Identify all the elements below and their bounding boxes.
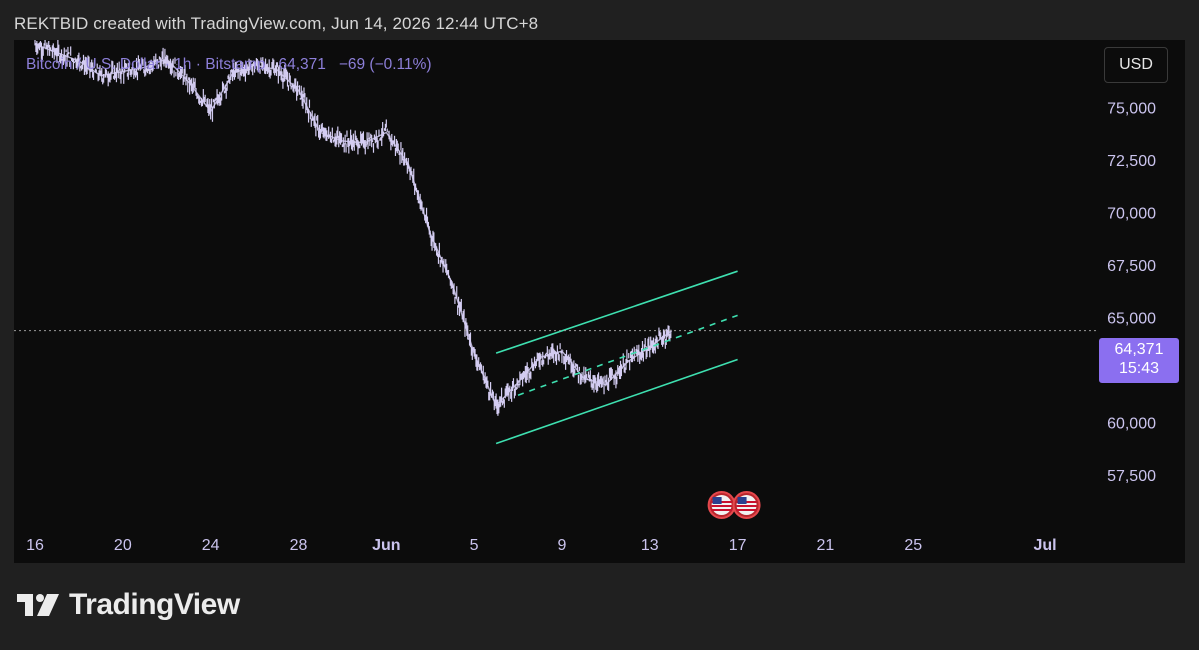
tradingview-logo-icon [17, 594, 59, 616]
price-path [34, 43, 673, 407]
x-tick-label: 20 [114, 537, 132, 554]
interval-label[interactable]: 1h [174, 56, 192, 73]
x-tick-label: 21 [817, 537, 835, 554]
candle-series [34, 40, 673, 416]
price-change-value: −69 (−0.11%) [338, 56, 432, 73]
x-tick-label: Jun [372, 537, 400, 554]
bar-countdown: 15:43 [1118, 360, 1160, 377]
flag-canton [712, 497, 722, 504]
x-tick-label: 28 [290, 537, 308, 554]
x-tick-label: Jul [1033, 537, 1056, 554]
legend-separator: · [164, 56, 170, 73]
x-tick-label: 5 [470, 537, 479, 554]
us-flag-icon[interactable] [732, 491, 761, 519]
flag-stripe [711, 505, 732, 507]
y-tick-label: 75,000 [1107, 100, 1156, 117]
chart-canvas[interactable]: 57,50060,00062,50065,00067,50070,00072,5… [14, 40, 1185, 563]
x-tick-label: 17 [729, 537, 747, 554]
symbol-name[interactable]: Bitcoin / U.S. Dollar [26, 56, 161, 73]
price-axis[interactable]: 57,50060,00062,50065,00067,50070,00072,5… [1107, 100, 1156, 485]
y-tick-label: 72,500 [1107, 153, 1156, 170]
x-tick-label: 9 [558, 537, 567, 554]
us-flag-icon[interactable] [707, 491, 736, 519]
x-tick-label: 24 [202, 537, 220, 554]
header-attribution: REKTBID created with TradingView.com, Ju… [14, 14, 539, 33]
x-tick-label: 16 [26, 537, 44, 554]
legend-separator: · [195, 56, 201, 73]
time-axis[interactable]: 16 20 24 28 Jun 5 9 13 17 21 25 Jul [26, 537, 1056, 554]
last-price-tag-value: 64,371 [1114, 341, 1164, 358]
y-tick-label: 70,000 [1107, 205, 1156, 222]
channel-line-lower [495, 358, 738, 445]
tradingview-wordmark: TradingView [69, 588, 240, 621]
x-tick-label: 25 [904, 537, 922, 554]
y-tick-label: 65,000 [1107, 310, 1156, 327]
currency-button[interactable]: USD [1104, 47, 1168, 83]
parallel-channel[interactable] [495, 270, 738, 445]
tradingview-logo[interactable]: TradingView [17, 588, 240, 622]
channel-line-middle [517, 314, 738, 396]
symbol-legend[interactable]: Bitcoin / U.S. Dollar · 1h · Bitstamp 64… [26, 56, 432, 74]
flag-stripe [711, 509, 732, 511]
flag-stripe [736, 505, 757, 507]
x-tick-label: 13 [641, 537, 659, 554]
economic-events[interactable] [707, 491, 761, 519]
channel-line-upper [495, 270, 738, 354]
flag-canton [737, 497, 747, 504]
last-price-value: 64,371 [278, 56, 326, 73]
last-price-tag: 64,371 15:43 [1099, 338, 1179, 383]
exchange-label: Bitstamp [205, 56, 266, 73]
y-tick-label: 60,000 [1107, 416, 1156, 433]
flag-stripe [736, 509, 757, 511]
y-tick-label: 57,500 [1107, 468, 1156, 485]
price-chart[interactable]: 57,50060,00062,50065,00067,50070,00072,5… [14, 40, 1185, 563]
y-tick-label: 67,500 [1107, 258, 1156, 275]
